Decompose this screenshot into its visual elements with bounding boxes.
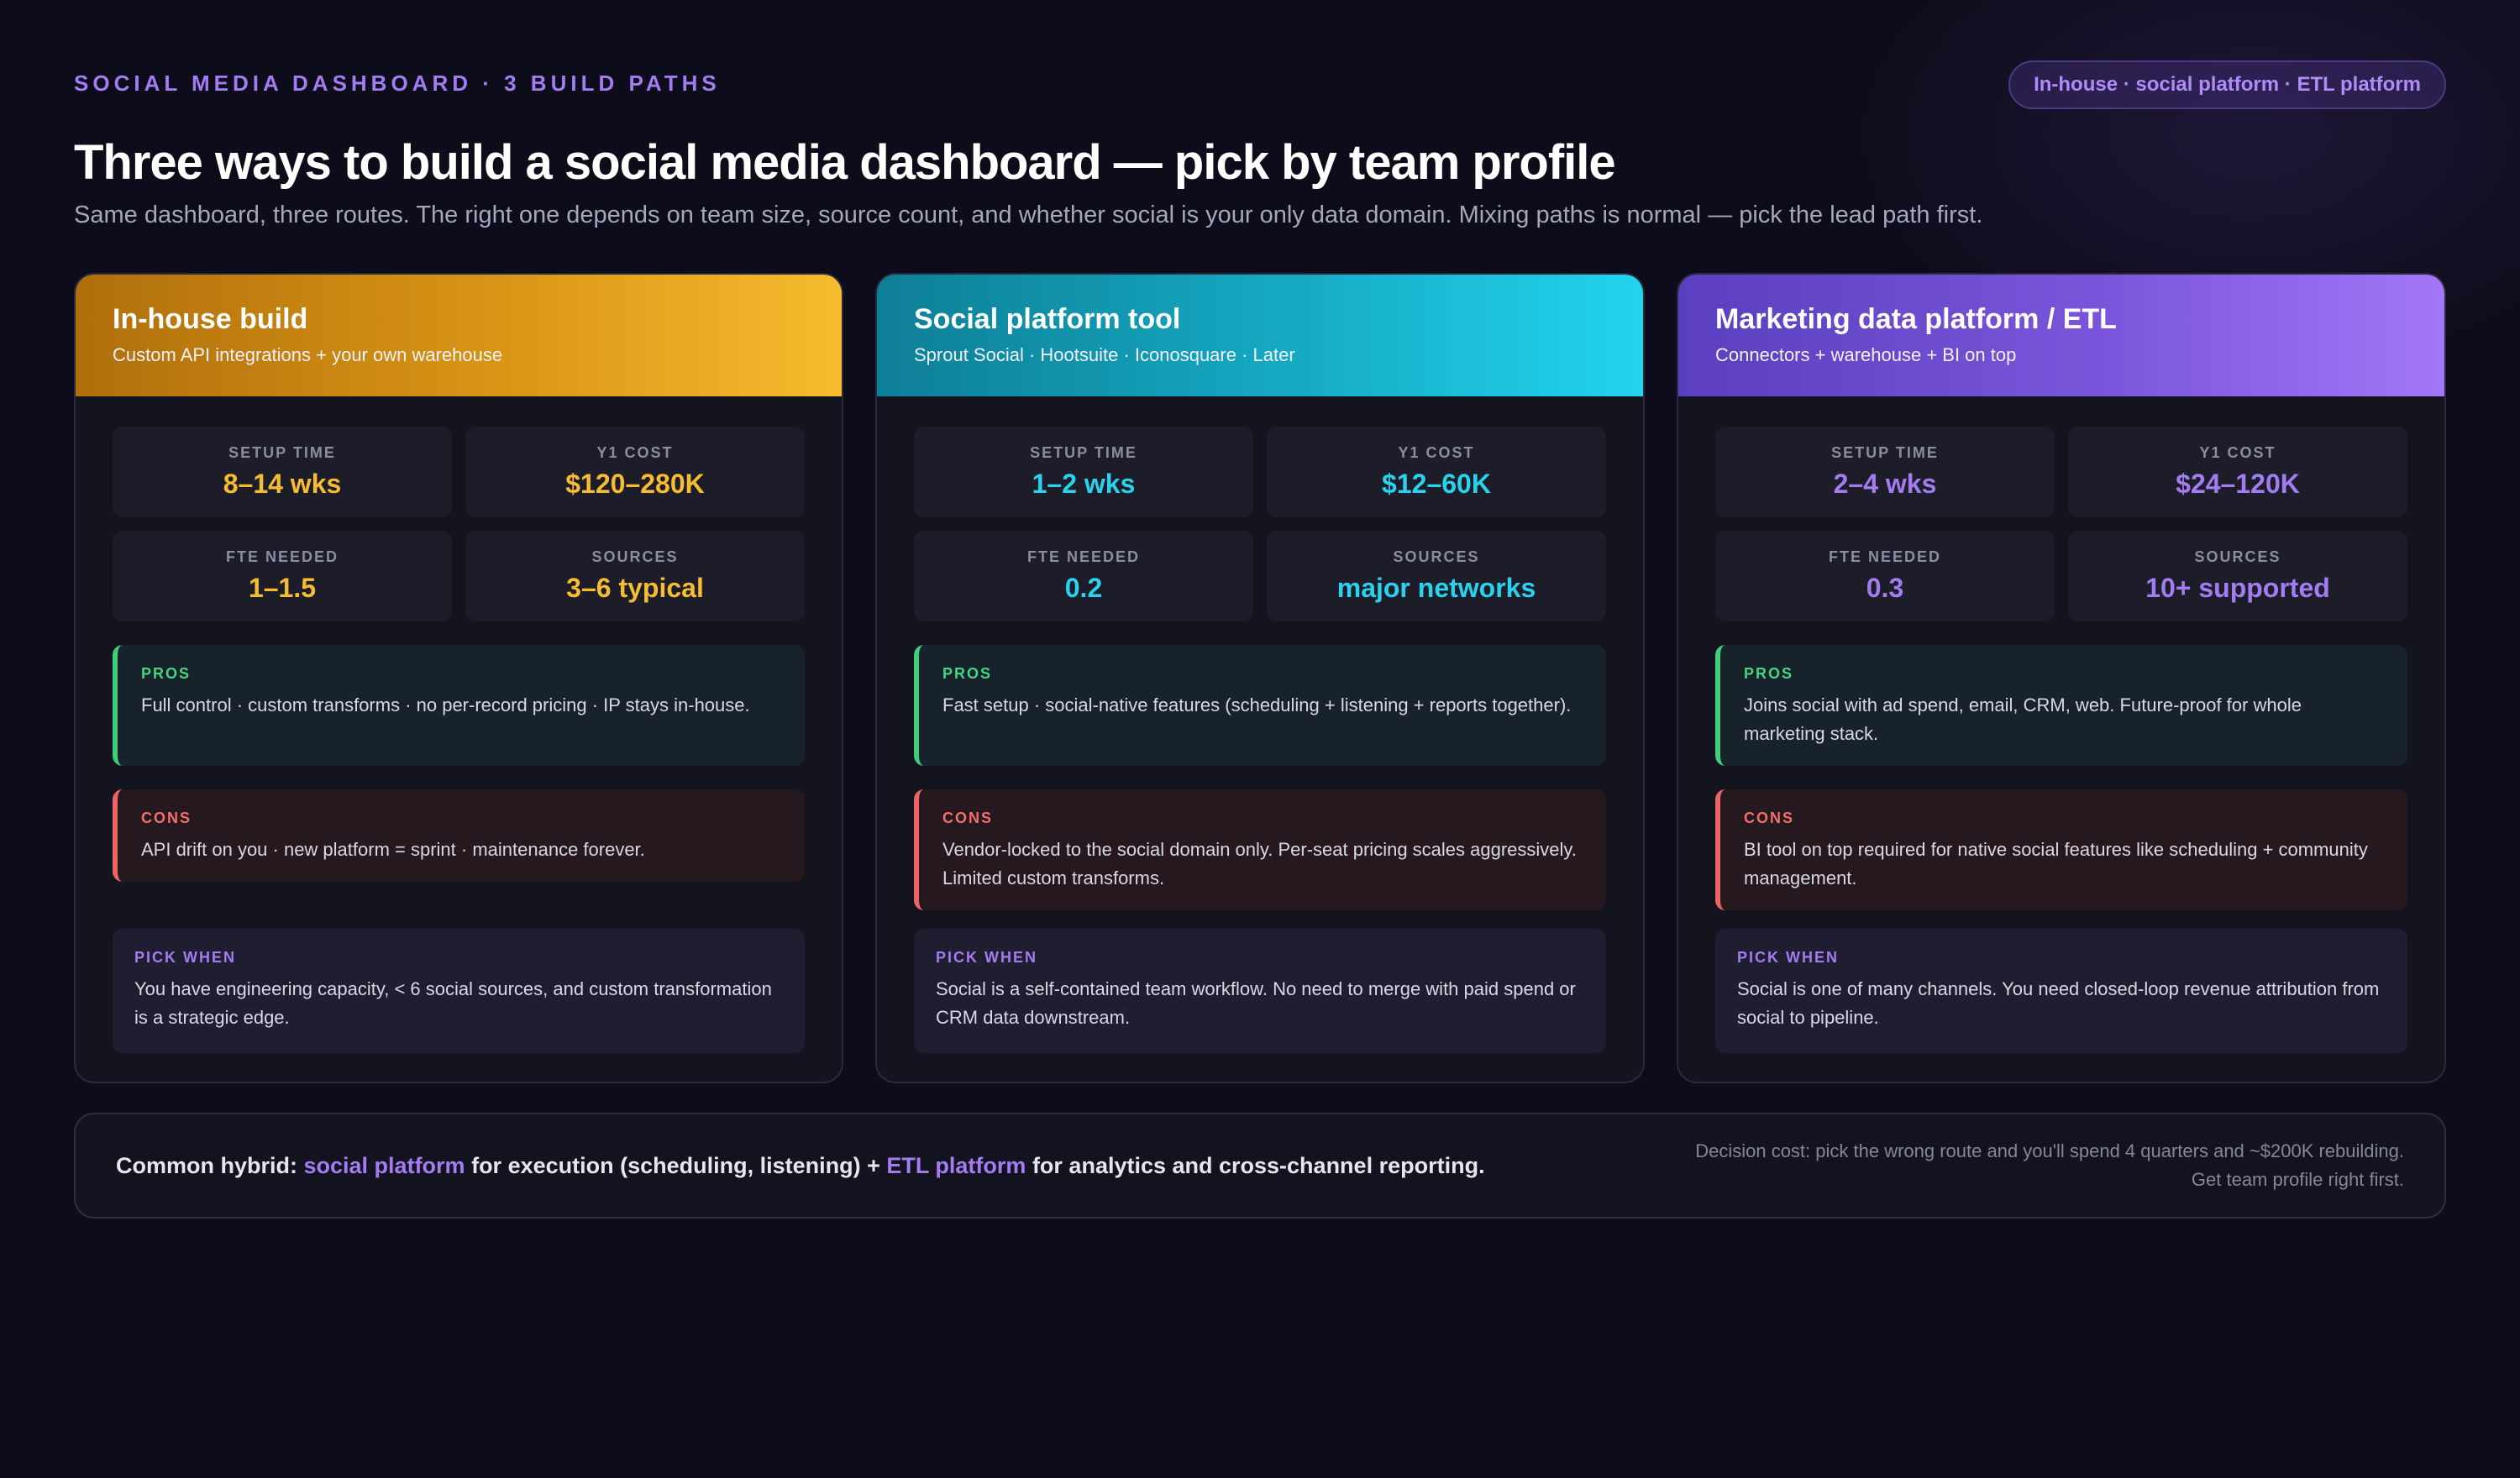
card-subtitle: Custom API integrations + your own wareh… <box>113 344 503 365</box>
decision-cost-note: Decision cost: pick the wrong route and … <box>1695 1137 2404 1194</box>
cons-label: CONS <box>942 810 994 826</box>
card-subtitle: Connectors + warehouse + BI on top <box>1715 344 2017 365</box>
stat-fte-needed: FTE NEEDED 0.3 <box>1715 531 2055 621</box>
cons-text: Vendor-locked to the social domain only.… <box>942 839 1577 888</box>
stat-label: Y1 COST <box>1398 444 1475 461</box>
stat-y1-cost: Y1 COST $24–120K <box>2068 427 2407 517</box>
stat-value: $24–120K <box>2176 469 2300 499</box>
pick-when-box: PICK WHEN You have engineering capacity,… <box>113 929 805 1053</box>
cons-text: API drift on you · new platform = sprint… <box>141 839 645 860</box>
hybrid-summary: Common hybrid: social platform for execu… <box>116 1153 1485 1179</box>
stat-sources: SOURCES 3–6 typical <box>465 531 805 621</box>
card-social-platform: Social platform tool Sprout Social · Hoo… <box>875 273 1645 1083</box>
hybrid-highlight-social: social platform <box>303 1152 465 1178</box>
card-body: SETUP TIME 2–4 wks Y1 COST $24–120K FTE … <box>1678 396 2444 910</box>
pros-label: PROS <box>141 665 192 682</box>
card-header: Marketing data platform / ETL Connectors… <box>1678 275 2444 396</box>
pick-when-box: PICK WHEN Social is one of many channels… <box>1715 929 2407 1053</box>
stat-value: 3–6 typical <box>566 573 704 603</box>
stat-setup-time: SETUP TIME 2–4 wks <box>1715 427 2055 517</box>
cons-text: BI tool on top required for native socia… <box>1744 839 2368 888</box>
stat-setup-time: SETUP TIME 8–14 wks <box>113 427 452 517</box>
stat-value: 1–2 wks <box>1032 469 1136 499</box>
stat-label: SETUP TIME <box>228 444 336 461</box>
pros-box: PROS Joins social with ad spend, email, … <box>1715 645 2407 766</box>
pick-when-text: Social is one of many channels. You need… <box>1737 978 2380 1028</box>
pros-text: Full control · custom transforms · no pe… <box>141 694 750 715</box>
stat-value: 8–14 wks <box>223 469 342 499</box>
stat-value: $12–60K <box>1382 469 1491 499</box>
stat-sources: SOURCES 10+ supported <box>2068 531 2407 621</box>
card-etl-platform: Marketing data platform / ETL Connectors… <box>1677 273 2446 1083</box>
stat-value: 0.3 <box>1866 573 1904 603</box>
page-title: Three ways to build a social media dashb… <box>74 135 1616 190</box>
card-body: SETUP TIME 1–2 wks Y1 COST $12–60K FTE N… <box>877 396 1643 910</box>
cons-box: CONS BI tool on top required for native … <box>1715 789 2407 910</box>
card-header: Social platform tool Sprout Social · Hoo… <box>877 275 1643 396</box>
hybrid-tail: for analytics and cross-channel reportin… <box>1032 1152 1485 1178</box>
stat-sources: SOURCES major networks <box>1267 531 1606 621</box>
stat-label: FTE NEEDED <box>1026 548 1140 565</box>
cons-label: CONS <box>141 810 192 826</box>
stat-label: Y1 COST <box>596 444 674 461</box>
stat-label: SETUP TIME <box>1831 444 1939 461</box>
stat-label: FTE NEEDED <box>225 548 339 565</box>
pros-text: Fast setup · social-native features (sch… <box>942 694 1572 715</box>
stat-label: SOURCES <box>1393 548 1480 565</box>
card-body: SETUP TIME 8–14 wks Y1 COST $120–280K FT… <box>76 396 842 882</box>
card-in-house: In-house build Custom API integrations +… <box>74 273 843 1083</box>
pros-label: PROS <box>1744 665 1794 682</box>
pros-text: Joins social with ad spend, email, CRM, … <box>1744 694 2302 744</box>
hybrid-highlight-etl: ETL platform <box>886 1152 1026 1178</box>
stat-fte-needed: FTE NEEDED 0.2 <box>914 531 1253 621</box>
stats-grid: SETUP TIME 2–4 wks Y1 COST $24–120K FTE … <box>1715 427 2407 621</box>
pros-label: PROS <box>942 665 993 682</box>
stats-grid: SETUP TIME 1–2 wks Y1 COST $12–60K FTE N… <box>914 427 1606 621</box>
card-header: In-house build Custom API integrations +… <box>76 275 842 396</box>
cons-label: CONS <box>1744 810 1795 826</box>
stat-value: 2–4 wks <box>1833 469 1937 499</box>
cons-box: CONS Vendor-locked to the social domain … <box>914 789 1606 910</box>
stat-label: Y1 COST <box>2199 444 2276 461</box>
stat-value: 10+ supported <box>2145 573 2330 603</box>
stat-y1-cost: Y1 COST $120–280K <box>465 427 805 517</box>
stat-y1-cost: Y1 COST $12–60K <box>1267 427 1606 517</box>
decision-cost-line-2: Get team profile right first. <box>2191 1169 2404 1190</box>
pros-box: PROS Fast setup · social-native features… <box>914 645 1606 766</box>
pick-when-label: PICK WHEN <box>134 949 236 966</box>
card-subtitle: Sprout Social · Hootsuite · Iconosquare … <box>914 344 1295 365</box>
paths-pill: In-house · social platform · ETL platfor… <box>2008 60 2446 109</box>
pick-when-label: PICK WHEN <box>1737 949 1839 966</box>
stat-label: FTE NEEDED <box>1828 548 1941 565</box>
pros-box: PROS Full control · custom transforms · … <box>113 645 805 766</box>
stat-value: 0.2 <box>1064 573 1103 603</box>
cons-box: CONS API drift on you · new platform = s… <box>113 789 805 882</box>
stat-value: $120–280K <box>565 469 705 499</box>
stat-value: major networks <box>1336 573 1536 603</box>
eyebrow-label: SOCIAL MEDIA DASHBOARD · 3 BUILD PATHS <box>74 71 721 96</box>
stat-fte-needed: FTE NEEDED 1–1.5 <box>113 531 452 621</box>
stat-label: SOURCES <box>591 548 679 565</box>
card-title: In-house build <box>113 303 308 335</box>
stat-setup-time: SETUP TIME 1–2 wks <box>914 427 1253 517</box>
pick-when-text: Social is a self-contained team workflow… <box>936 978 1576 1028</box>
stats-grid: SETUP TIME 8–14 wks Y1 COST $120–280K FT… <box>113 427 805 621</box>
decision-cost-line-1: Decision cost: pick the wrong route and … <box>1695 1140 2404 1161</box>
card-title: Social platform tool <box>914 303 1181 335</box>
pick-when-label: PICK WHEN <box>936 949 1037 966</box>
pick-when-text: You have engineering capacity, < 6 socia… <box>134 978 772 1028</box>
stat-value: 1–1.5 <box>248 573 317 603</box>
pick-when-box: PICK WHEN Social is a self-contained tea… <box>914 929 1606 1053</box>
hybrid-mid: for execution (scheduling, listening) + <box>471 1152 880 1178</box>
hybrid-footer: Common hybrid: social platform for execu… <box>74 1113 2446 1219</box>
page-subtitle: Same dashboard, three routes. The right … <box>74 202 1983 228</box>
card-title: Marketing data platform / ETL <box>1715 303 2117 335</box>
hybrid-lead: Common hybrid: <box>116 1152 297 1178</box>
build-path-cards: In-house build Custom API integrations +… <box>74 273 2446 1083</box>
stat-label: SETUP TIME <box>1030 444 1137 461</box>
stat-label: SOURCES <box>2194 548 2281 565</box>
